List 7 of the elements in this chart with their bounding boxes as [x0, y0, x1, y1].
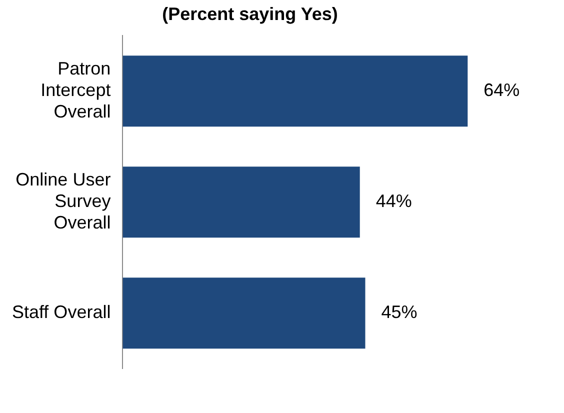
y-tick-label: Staff Overall — [12, 302, 111, 322]
chart-title: (Percent saying Yes) — [162, 4, 338, 24]
data-label: 64% — [484, 80, 520, 100]
data-label: 45% — [381, 302, 418, 322]
y-tick-label: Patron Intercept Overall — [40, 58, 111, 122]
data-label: 44% — [376, 191, 412, 212]
y-tick-label: Online User Survey Overall — [16, 169, 111, 233]
